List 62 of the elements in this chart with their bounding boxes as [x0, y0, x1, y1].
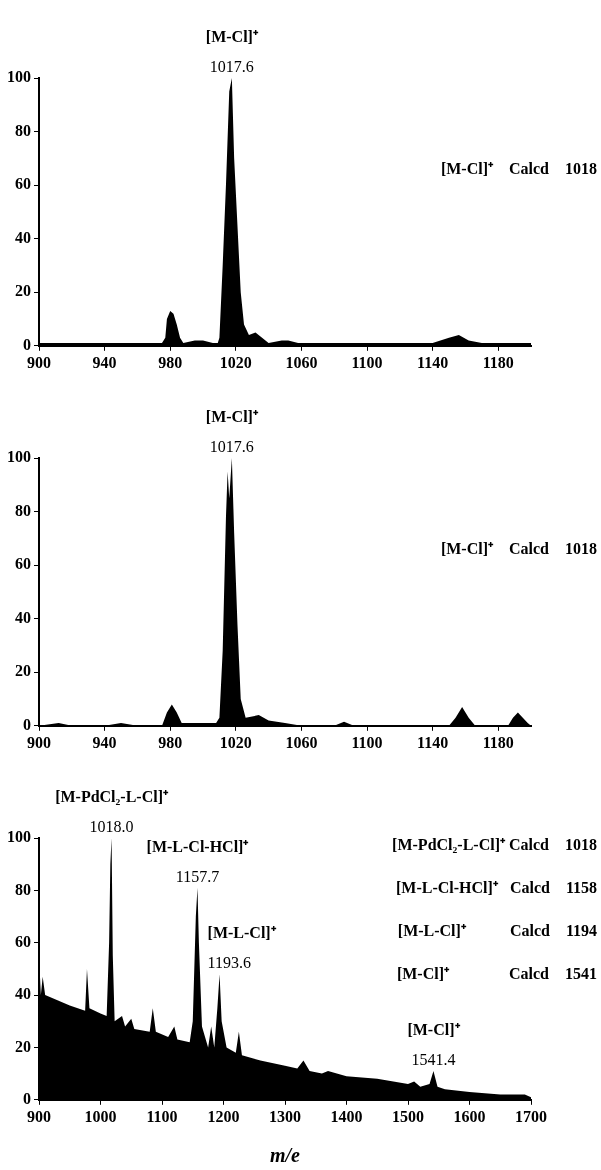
x-tick-label: 980 — [158, 353, 183, 371]
x-tick-label: 900 — [27, 733, 51, 751]
x-tick-label: 1700 — [515, 1107, 547, 1125]
y-tick-label: 80 — [15, 501, 31, 519]
x-tick-label: 900 — [27, 353, 51, 371]
annotation: [M-Cl]⁺ Calcd 1018 — [440, 540, 597, 558]
x-tick-label: 1000 — [84, 1107, 117, 1125]
x-tick-label: 1500 — [392, 1107, 424, 1125]
x-tick-label: 1140 — [417, 353, 449, 371]
x-tick-label: 1060 — [285, 733, 318, 751]
annotation: [M-Cl]⁺ Calcd 1018 — [440, 160, 597, 178]
annotation: [M-Cl]⁺ Calcd 1541 — [396, 965, 597, 982]
y-tick-label: 80 — [15, 880, 31, 898]
x-tick-label: 1180 — [482, 733, 514, 751]
x-tick-label: 940 — [92, 353, 117, 371]
annotation: 1017.6 — [209, 438, 254, 455]
y-tick-label: 20 — [15, 662, 31, 680]
y-tick-label: 20 — [15, 1037, 31, 1055]
annotation: [M-PdCl₂-L-Cl]⁺ — [55, 788, 170, 805]
y-tick-label: 60 — [15, 932, 31, 950]
y-tick-label: 20 — [15, 282, 31, 300]
x-tick-label: 1020 — [219, 353, 252, 371]
annotation: [M-L-Cl-HCl]⁺ — [146, 837, 250, 855]
annotation: [M-Cl]⁺ — [205, 28, 259, 45]
x-tick-label: 1100 — [351, 733, 383, 751]
annotation: 1017.6 — [209, 58, 254, 75]
y-tick-label: 60 — [15, 175, 31, 193]
y-tick-label: 100 — [7, 448, 31, 466]
x-tick-label: 980 — [158, 733, 183, 751]
annotation: [M-Cl]⁺ — [407, 1021, 461, 1038]
y-tick-label: 0 — [23, 1089, 31, 1107]
y-tick-label: 0 — [23, 335, 31, 353]
annotation: 1157.7 — [175, 867, 220, 885]
x-axis-title: m/e — [270, 1144, 301, 1166]
annotation: [M-L-Cl-HCl]⁺ Calcd 1158 — [396, 879, 597, 896]
x-tick-label: 1060 — [285, 353, 318, 371]
annotation: [M-L-Cl]⁺ — [207, 924, 277, 942]
annotation: 1018.0 — [89, 818, 134, 835]
annotation: 1541.4 — [411, 1051, 456, 1068]
x-tick-label: 1140 — [417, 733, 449, 751]
x-tick-label: 1100 — [146, 1107, 178, 1125]
x-tick-label: 940 — [92, 733, 117, 751]
x-tick-label: 1200 — [207, 1107, 240, 1125]
x-tick-label: 1300 — [269, 1107, 301, 1125]
annotation: 1193.6 — [207, 954, 251, 972]
x-tick-label: 1400 — [330, 1107, 363, 1125]
annotation: [M-Cl]⁺ — [205, 408, 259, 425]
y-tick-label: 80 — [15, 121, 31, 139]
x-tick-label: 1180 — [482, 353, 514, 371]
x-tick-label: 900 — [27, 1107, 51, 1125]
annotation: [M-L-Cl]⁺ Calcd 1194 — [397, 922, 597, 939]
y-tick-label: 40 — [15, 608, 31, 626]
y-tick-label: 100 — [7, 68, 31, 86]
y-tick-label: 100 — [7, 828, 31, 846]
y-tick-label: 0 — [23, 715, 31, 733]
y-tick-label: 60 — [15, 555, 31, 573]
x-tick-label: 1020 — [219, 733, 252, 751]
y-tick-label: 40 — [15, 228, 31, 246]
x-tick-label: 1100 — [351, 353, 383, 371]
x-tick-label: 1600 — [453, 1107, 486, 1125]
y-tick-label: 40 — [15, 985, 31, 1003]
annotation: [M-PdCl₂-L-Cl]⁺ Calcd 1018 — [392, 836, 597, 853]
